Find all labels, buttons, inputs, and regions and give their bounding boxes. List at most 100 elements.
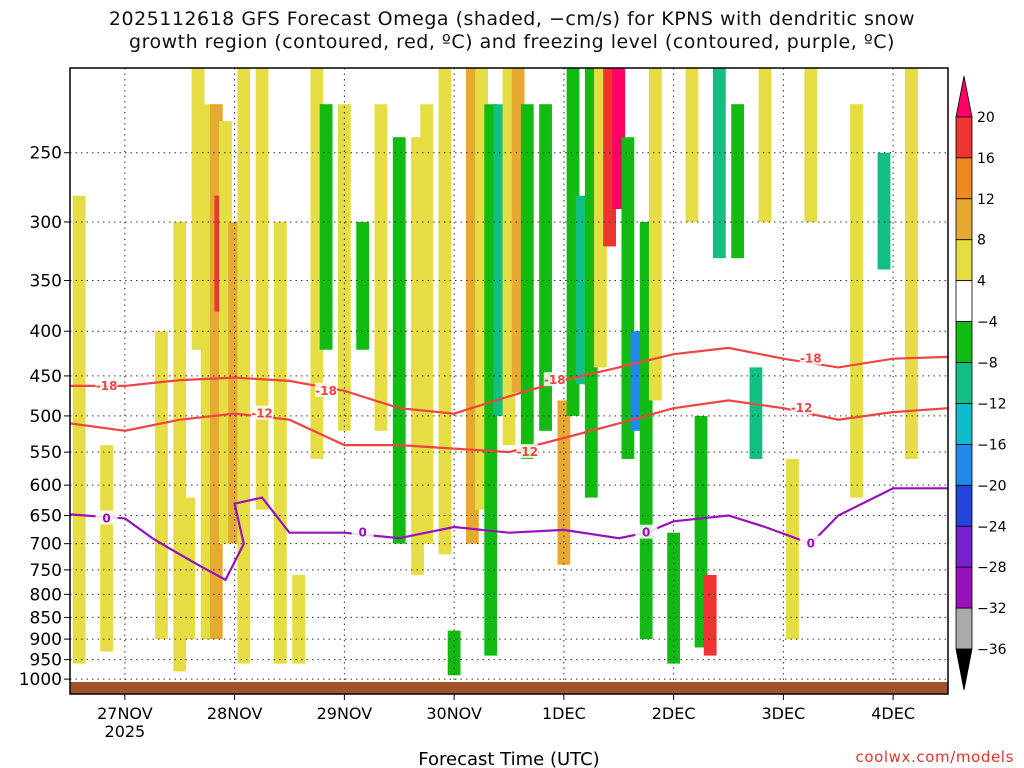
colorbar-swatch <box>955 362 973 404</box>
omega-cell-50 <box>749 367 763 459</box>
colorbar-swatch <box>955 443 973 486</box>
colorbar-label: −4 <box>977 315 998 331</box>
contour-label: 0 <box>807 537 815 551</box>
y-tick-label: 550 <box>30 443 62 463</box>
contour-label: -18 <box>800 352 822 366</box>
y-tick-label: 1000 <box>19 670 62 690</box>
y-tick-label: 900 <box>30 630 62 650</box>
contour-label-bg <box>543 372 566 387</box>
contour-label: -18 <box>544 373 566 387</box>
omega-cell-22 <box>420 104 434 544</box>
colorbar-swatch <box>955 403 973 445</box>
omega-cell-53 <box>804 68 818 222</box>
colorbar-swatch <box>955 525 973 568</box>
y-tick-label: 600 <box>30 476 62 496</box>
colorbar-swatch <box>955 239 973 282</box>
omega-cell-32 <box>539 104 552 431</box>
colorbar-top-arrow <box>955 75 973 118</box>
x-tick-label: 29NOV <box>317 704 373 723</box>
contour-label: -12 <box>791 401 813 415</box>
contour-label-bg <box>799 535 822 550</box>
contour-label: 0 <box>102 511 110 525</box>
y-tick-label: 950 <box>30 651 62 671</box>
x-tick-year: 2025 <box>105 722 146 741</box>
x-tick-label: 2DEC <box>652 704 696 723</box>
x-tick-label: 27NOV <box>97 704 153 723</box>
colorbar-swatch <box>955 321 973 363</box>
colorbar-label: −16 <box>977 437 1007 453</box>
x-axis-label: Forecast Time (UTC) <box>418 749 599 768</box>
omega-cell-33 <box>557 400 571 565</box>
omega-cell-2 <box>155 331 168 640</box>
omega-cell-11 <box>237 68 251 664</box>
omega-cell-14 <box>292 574 306 664</box>
contour-label: -12 <box>251 407 273 421</box>
omega-cell-45 <box>685 68 699 222</box>
contour-label: 0 <box>358 526 366 540</box>
contour-freezing-level <box>69 487 948 582</box>
omega-cell-54 <box>850 104 863 498</box>
omega-cell-20 <box>392 137 406 544</box>
colorbar-label: −12 <box>977 396 1007 412</box>
x-tick-label: 28NOV <box>207 704 263 723</box>
colorbar-label: −24 <box>977 519 1007 535</box>
omega-cell-51 <box>758 68 772 222</box>
colorbar-label: −20 <box>977 478 1007 494</box>
y-tick-label: 300 <box>30 213 62 233</box>
omega-cell-12 <box>255 68 269 510</box>
contour-label: -12 <box>516 445 538 459</box>
y-tick-label: 350 <box>30 271 62 291</box>
colorbar-label: 16 <box>977 151 995 167</box>
omega-cell-31 <box>520 104 534 459</box>
y-axis: 2503003504004505005506006507007508008509… <box>19 144 70 690</box>
y-tick-label: 250 <box>30 144 62 164</box>
colorbar-swatch <box>955 116 973 159</box>
omega-cell-13 <box>273 221 287 664</box>
omega-cell-49 <box>731 104 745 259</box>
colorbar-swatch <box>955 607 973 650</box>
omega-cell-48 <box>712 68 726 259</box>
omega-cell-4 <box>182 497 196 640</box>
chart-title-line-2: growth region (contoured, red, ºC) and f… <box>129 31 895 53</box>
contour-label: -18 <box>315 384 337 398</box>
colorbar-label: −36 <box>977 642 1007 658</box>
x-tick-label: 1DEC <box>542 704 586 723</box>
omega-cell-44 <box>667 532 681 664</box>
colorbar-swatch <box>955 566 973 609</box>
omega-cell-43 <box>648 68 662 401</box>
colorbar-bottom-arrow <box>955 648 973 691</box>
y-tick-label: 700 <box>30 535 62 555</box>
colorbar-label: −28 <box>977 560 1007 576</box>
x-tick-label: 3DEC <box>761 704 805 723</box>
contour-label-bg <box>799 350 822 365</box>
colorbar-label: 8 <box>977 233 986 249</box>
omega-cell-0 <box>72 195 86 664</box>
y-tick-label: 450 <box>30 367 62 387</box>
contour-label-bg <box>95 377 118 392</box>
colorbar-label: 12 <box>977 192 995 208</box>
omega-cell-24 <box>447 630 461 676</box>
y-tick-label: 750 <box>30 561 62 581</box>
omega-shading <box>72 68 918 676</box>
y-tick-label: 500 <box>30 407 62 427</box>
omega-cell-55 <box>877 152 891 270</box>
colorbar-label: 20 <box>977 110 995 126</box>
plot-frame <box>69 67 949 695</box>
omega-cell-1 <box>100 445 113 652</box>
chart-title-line-1: 2025112618 GFS Forecast Omega (shaded, −… <box>108 8 916 30</box>
colorbar-swatch <box>955 484 973 527</box>
contour-label-bg <box>95 510 118 525</box>
colorbar-label: −32 <box>977 601 1007 617</box>
contour-label-bg <box>251 405 274 420</box>
contour-label: -18 <box>96 379 118 393</box>
omega-cell-56 <box>905 68 918 459</box>
x-tick-label: 4DEC <box>871 704 915 723</box>
colorbar-swatch <box>955 280 973 322</box>
x-tick-label: 30NOV <box>426 704 482 723</box>
terrain-strip <box>70 682 948 694</box>
omega-cell-47 <box>703 574 717 656</box>
y-tick-label: 800 <box>30 585 62 605</box>
contour-label-bg <box>351 524 374 539</box>
